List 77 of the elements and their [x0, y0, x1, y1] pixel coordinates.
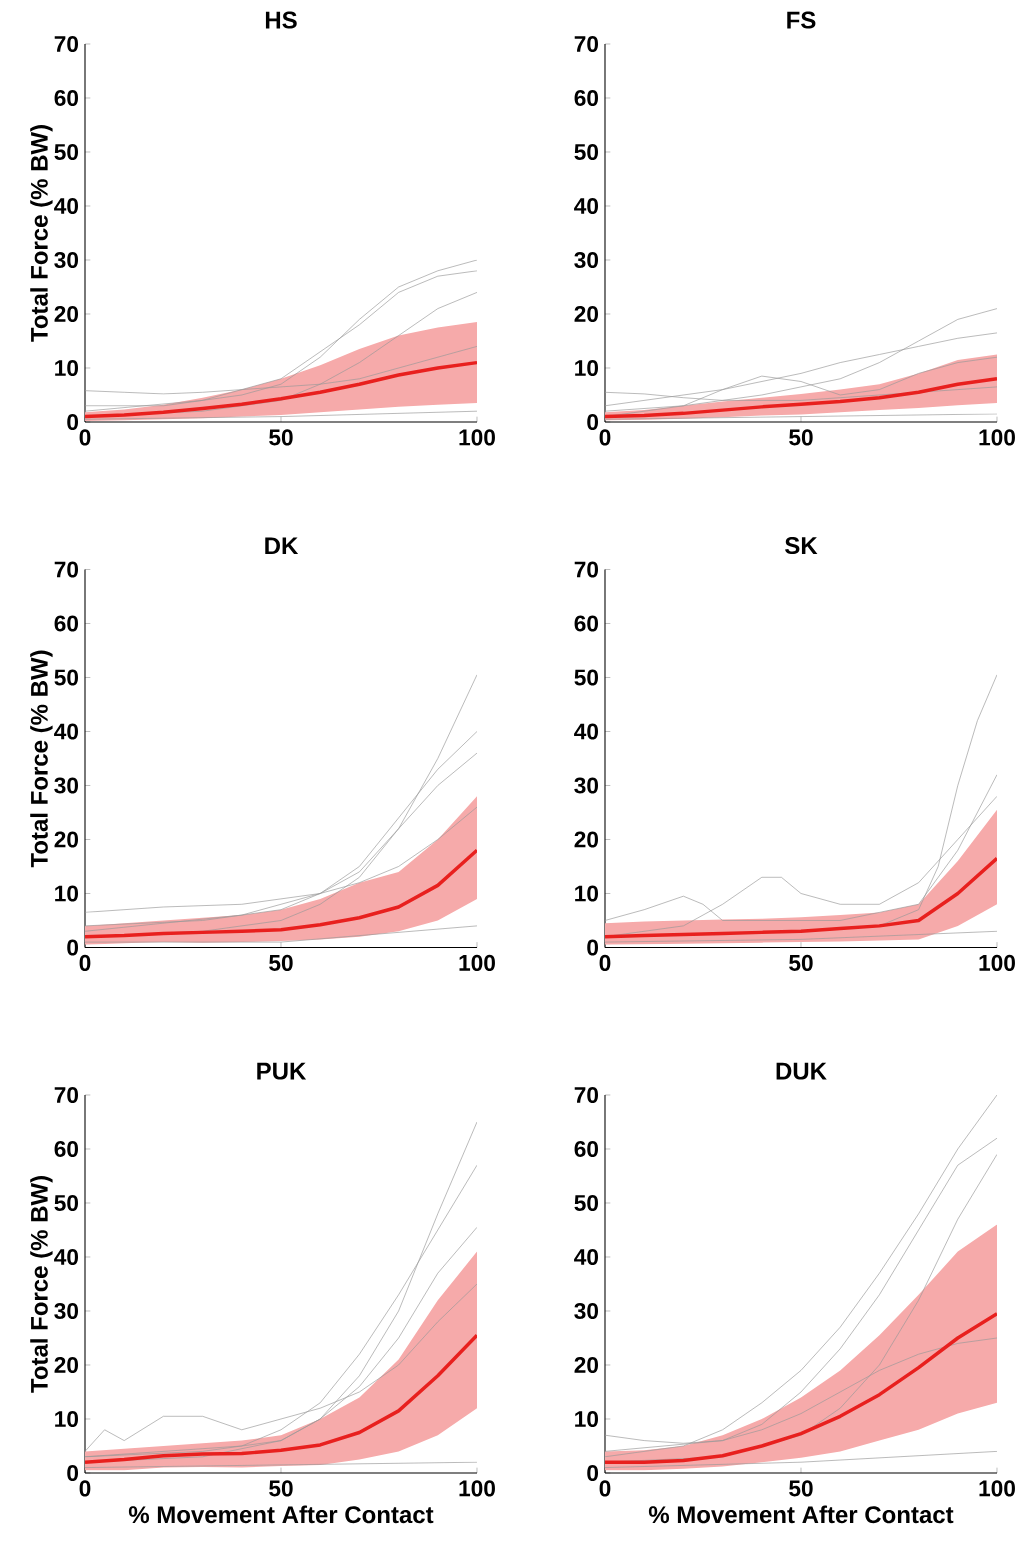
x-tick-label: 0: [79, 429, 91, 446]
y-tick-label: 70: [574, 1086, 599, 1104]
y-tick-label: 60: [574, 615, 599, 632]
y-tick-label: 10: [575, 885, 599, 902]
y-tick-label: 50: [574, 669, 599, 686]
chart-title: HS: [265, 11, 297, 29]
y-tick-label: 10: [575, 1410, 599, 1428]
x-tick-label: 100: [459, 429, 495, 446]
y-axis-title: Total Force (% BW): [30, 125, 53, 342]
x-tick-label: 0: [599, 954, 611, 971]
y-tick-label: 20: [574, 831, 599, 848]
y-tick-label: 30: [574, 251, 599, 269]
y-tick-label: 50: [574, 143, 599, 161]
y-tick-label: 50: [54, 1194, 79, 1212]
y-tick-label: 50: [54, 669, 79, 686]
y-tick-label: 20: [54, 1356, 79, 1374]
x-tick-label: 0: [599, 429, 611, 446]
x-axis-title: % Movement After Contact: [648, 1505, 954, 1524]
y-tick-label: 30: [574, 1302, 599, 1320]
y-tick-label: 10: [55, 359, 79, 377]
y-tick-label: 30: [54, 777, 79, 794]
y-tick-label: 20: [574, 1356, 599, 1374]
y-tick-label: 70: [54, 1086, 79, 1104]
x-tick-label: 50: [789, 429, 813, 446]
y-tick-label: 20: [574, 305, 599, 323]
y-tick-label: 70: [574, 561, 599, 578]
y-tick-label: 0: [587, 1464, 599, 1482]
y-tick-label: 0: [67, 1464, 79, 1482]
y-tick-label: 40: [54, 1248, 79, 1266]
y-tick-label: 10: [55, 1410, 79, 1428]
x-tick-label: 50: [269, 954, 293, 971]
y-tick-label: 40: [574, 197, 599, 215]
y-tick-label: 70: [54, 35, 79, 53]
y-tick-label: 20: [54, 305, 79, 323]
y-axis-title: Total Force (% BW): [30, 650, 53, 868]
x-tick-label: 100: [459, 954, 495, 971]
y-tick-label: 40: [54, 723, 79, 740]
y-tick-label: 70: [574, 35, 599, 53]
chart-title: SK: [785, 537, 818, 555]
y-axis-title: Total Force (% BW): [30, 1176, 53, 1393]
y-tick-label: 0: [587, 939, 599, 956]
x-tick-label: 100: [979, 1480, 1015, 1497]
x-tick-label: 0: [79, 954, 91, 971]
y-tick-label: 30: [54, 251, 79, 269]
x-tick-label: 100: [459, 1480, 495, 1497]
y-tick-label: 60: [54, 615, 79, 632]
x-axis-title: % Movement After Contact: [128, 1505, 434, 1524]
y-tick-label: 60: [54, 89, 79, 107]
y-tick-label: 10: [575, 359, 599, 377]
y-tick-label: 60: [574, 89, 599, 107]
y-tick-label: 40: [574, 723, 599, 740]
y-tick-label: 40: [574, 1248, 599, 1266]
x-tick-label: 100: [979, 954, 1015, 971]
x-tick-label: 0: [599, 1480, 611, 1497]
y-tick-label: 0: [67, 413, 79, 431]
x-tick-label: 50: [269, 1480, 293, 1497]
y-tick-label: 10: [55, 885, 79, 902]
chart-title: DK: [265, 537, 299, 555]
y-tick-label: 0: [67, 939, 79, 956]
y-tick-label: 30: [54, 1302, 79, 1320]
chart-title: PUK: [257, 1062, 307, 1080]
y-tick-label: 70: [54, 561, 79, 578]
y-tick-label: 0: [587, 413, 599, 431]
chart-title: DUK: [776, 1062, 827, 1080]
y-tick-label: 50: [54, 143, 79, 161]
x-tick-label: 50: [789, 1480, 813, 1497]
y-tick-label: 50: [574, 1194, 599, 1212]
chart-title: FS: [787, 11, 816, 29]
y-tick-label: 40: [54, 197, 79, 215]
y-tick-label: 60: [574, 1140, 599, 1158]
y-tick-label: 60: [54, 1140, 79, 1158]
x-tick-label: 50: [789, 954, 813, 971]
x-tick-label: 50: [269, 429, 293, 446]
y-tick-label: 30: [574, 777, 599, 794]
x-tick-label: 100: [979, 429, 1015, 446]
y-tick-label: 20: [54, 831, 79, 848]
x-tick-label: 0: [79, 1480, 91, 1497]
